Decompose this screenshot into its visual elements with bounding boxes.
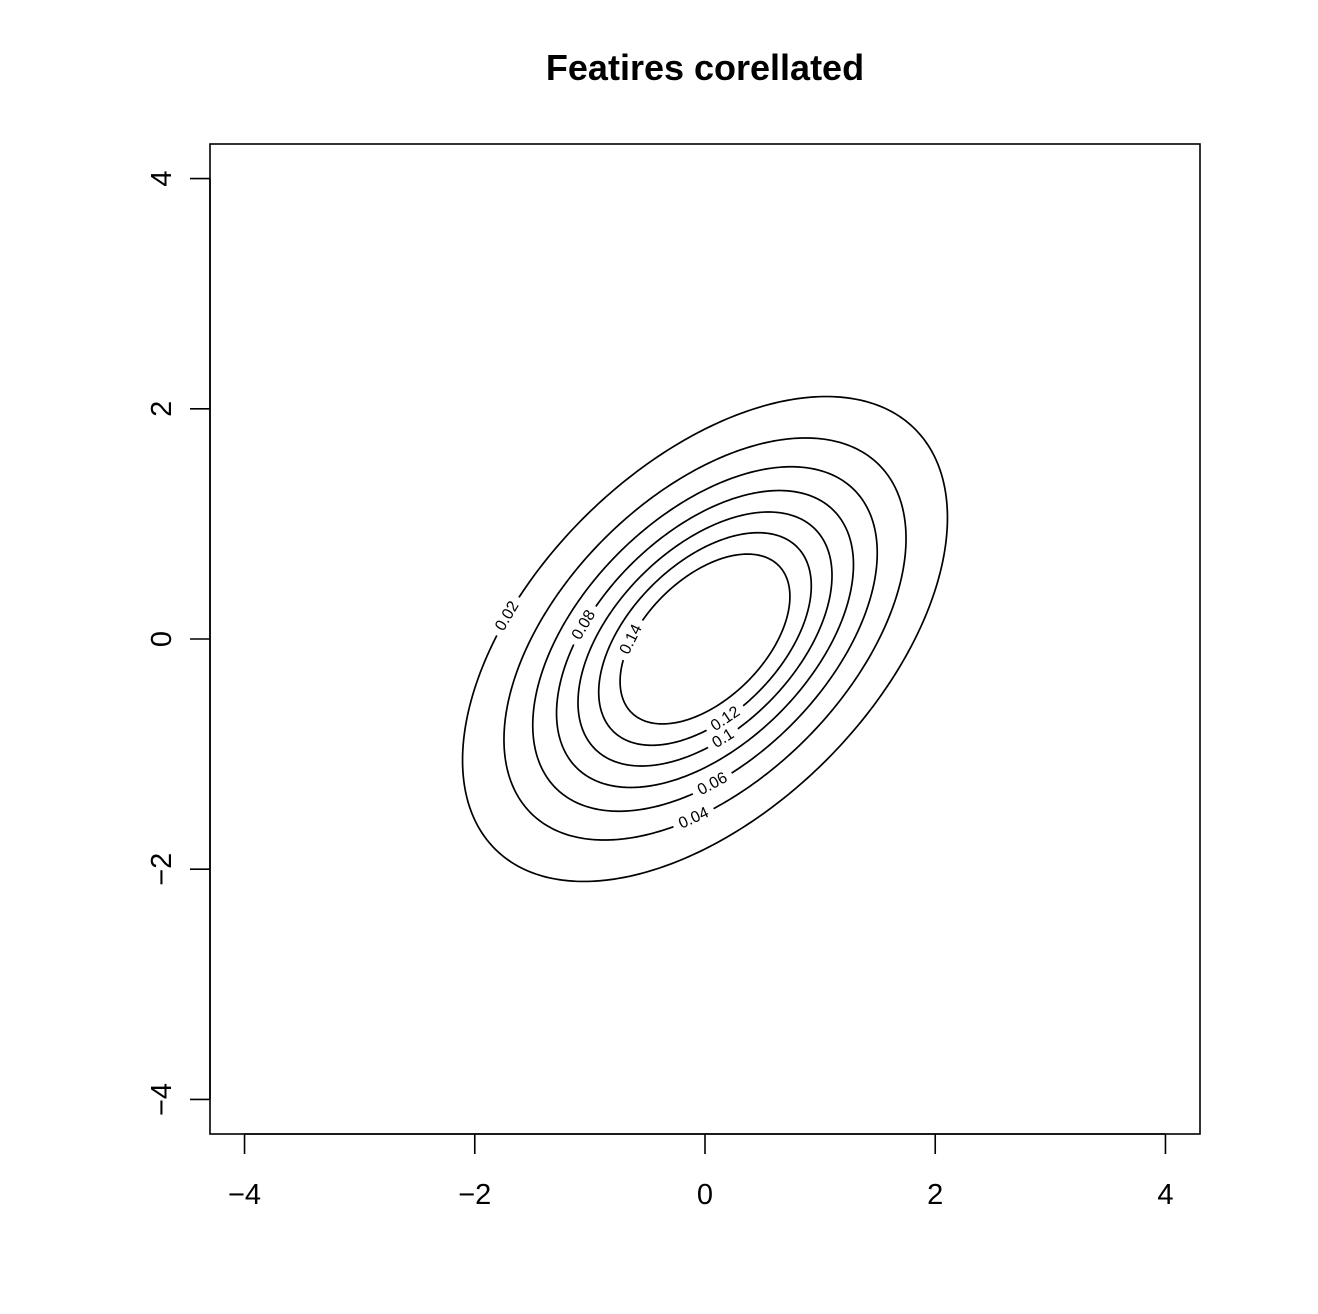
contour-line [619,553,791,725]
y-tick-label: −2 [146,853,178,886]
contour-label: 0.02 [492,598,522,634]
contour-line [503,437,907,841]
contour-line [531,465,879,813]
contour-line [597,531,813,747]
x-tick-label: 0 [697,1179,713,1211]
contour-line [555,489,855,789]
y-tick-label: 2 [146,401,178,417]
contour-label: 0.06 [695,769,731,799]
contour-lines [461,395,949,883]
x-tick-label: 2 [927,1179,943,1211]
y-tick-label: 0 [146,631,178,647]
x-axis: −4 −2 0 2 4 [228,1133,1174,1211]
y-tick-label: −4 [146,1083,178,1116]
chart-title: Featires corellated [546,47,864,88]
x-tick-label: 4 [1157,1179,1173,1211]
y-tick-label: 4 [146,170,178,186]
contour-labels: 0.020.040.060.080.10.120.14 [492,598,743,832]
contour-line [577,511,833,767]
contour-label: 0.14 [617,622,646,658]
y-axis: −4 −2 0 2 4 [146,170,211,1116]
contour-label: 0.04 [676,804,711,832]
contour-line [461,395,949,883]
x-tick-label: −2 [458,1179,491,1211]
contour-label: 0.08 [569,607,599,643]
plot-frame [209,143,1201,1135]
x-tick-label: −4 [228,1179,261,1211]
